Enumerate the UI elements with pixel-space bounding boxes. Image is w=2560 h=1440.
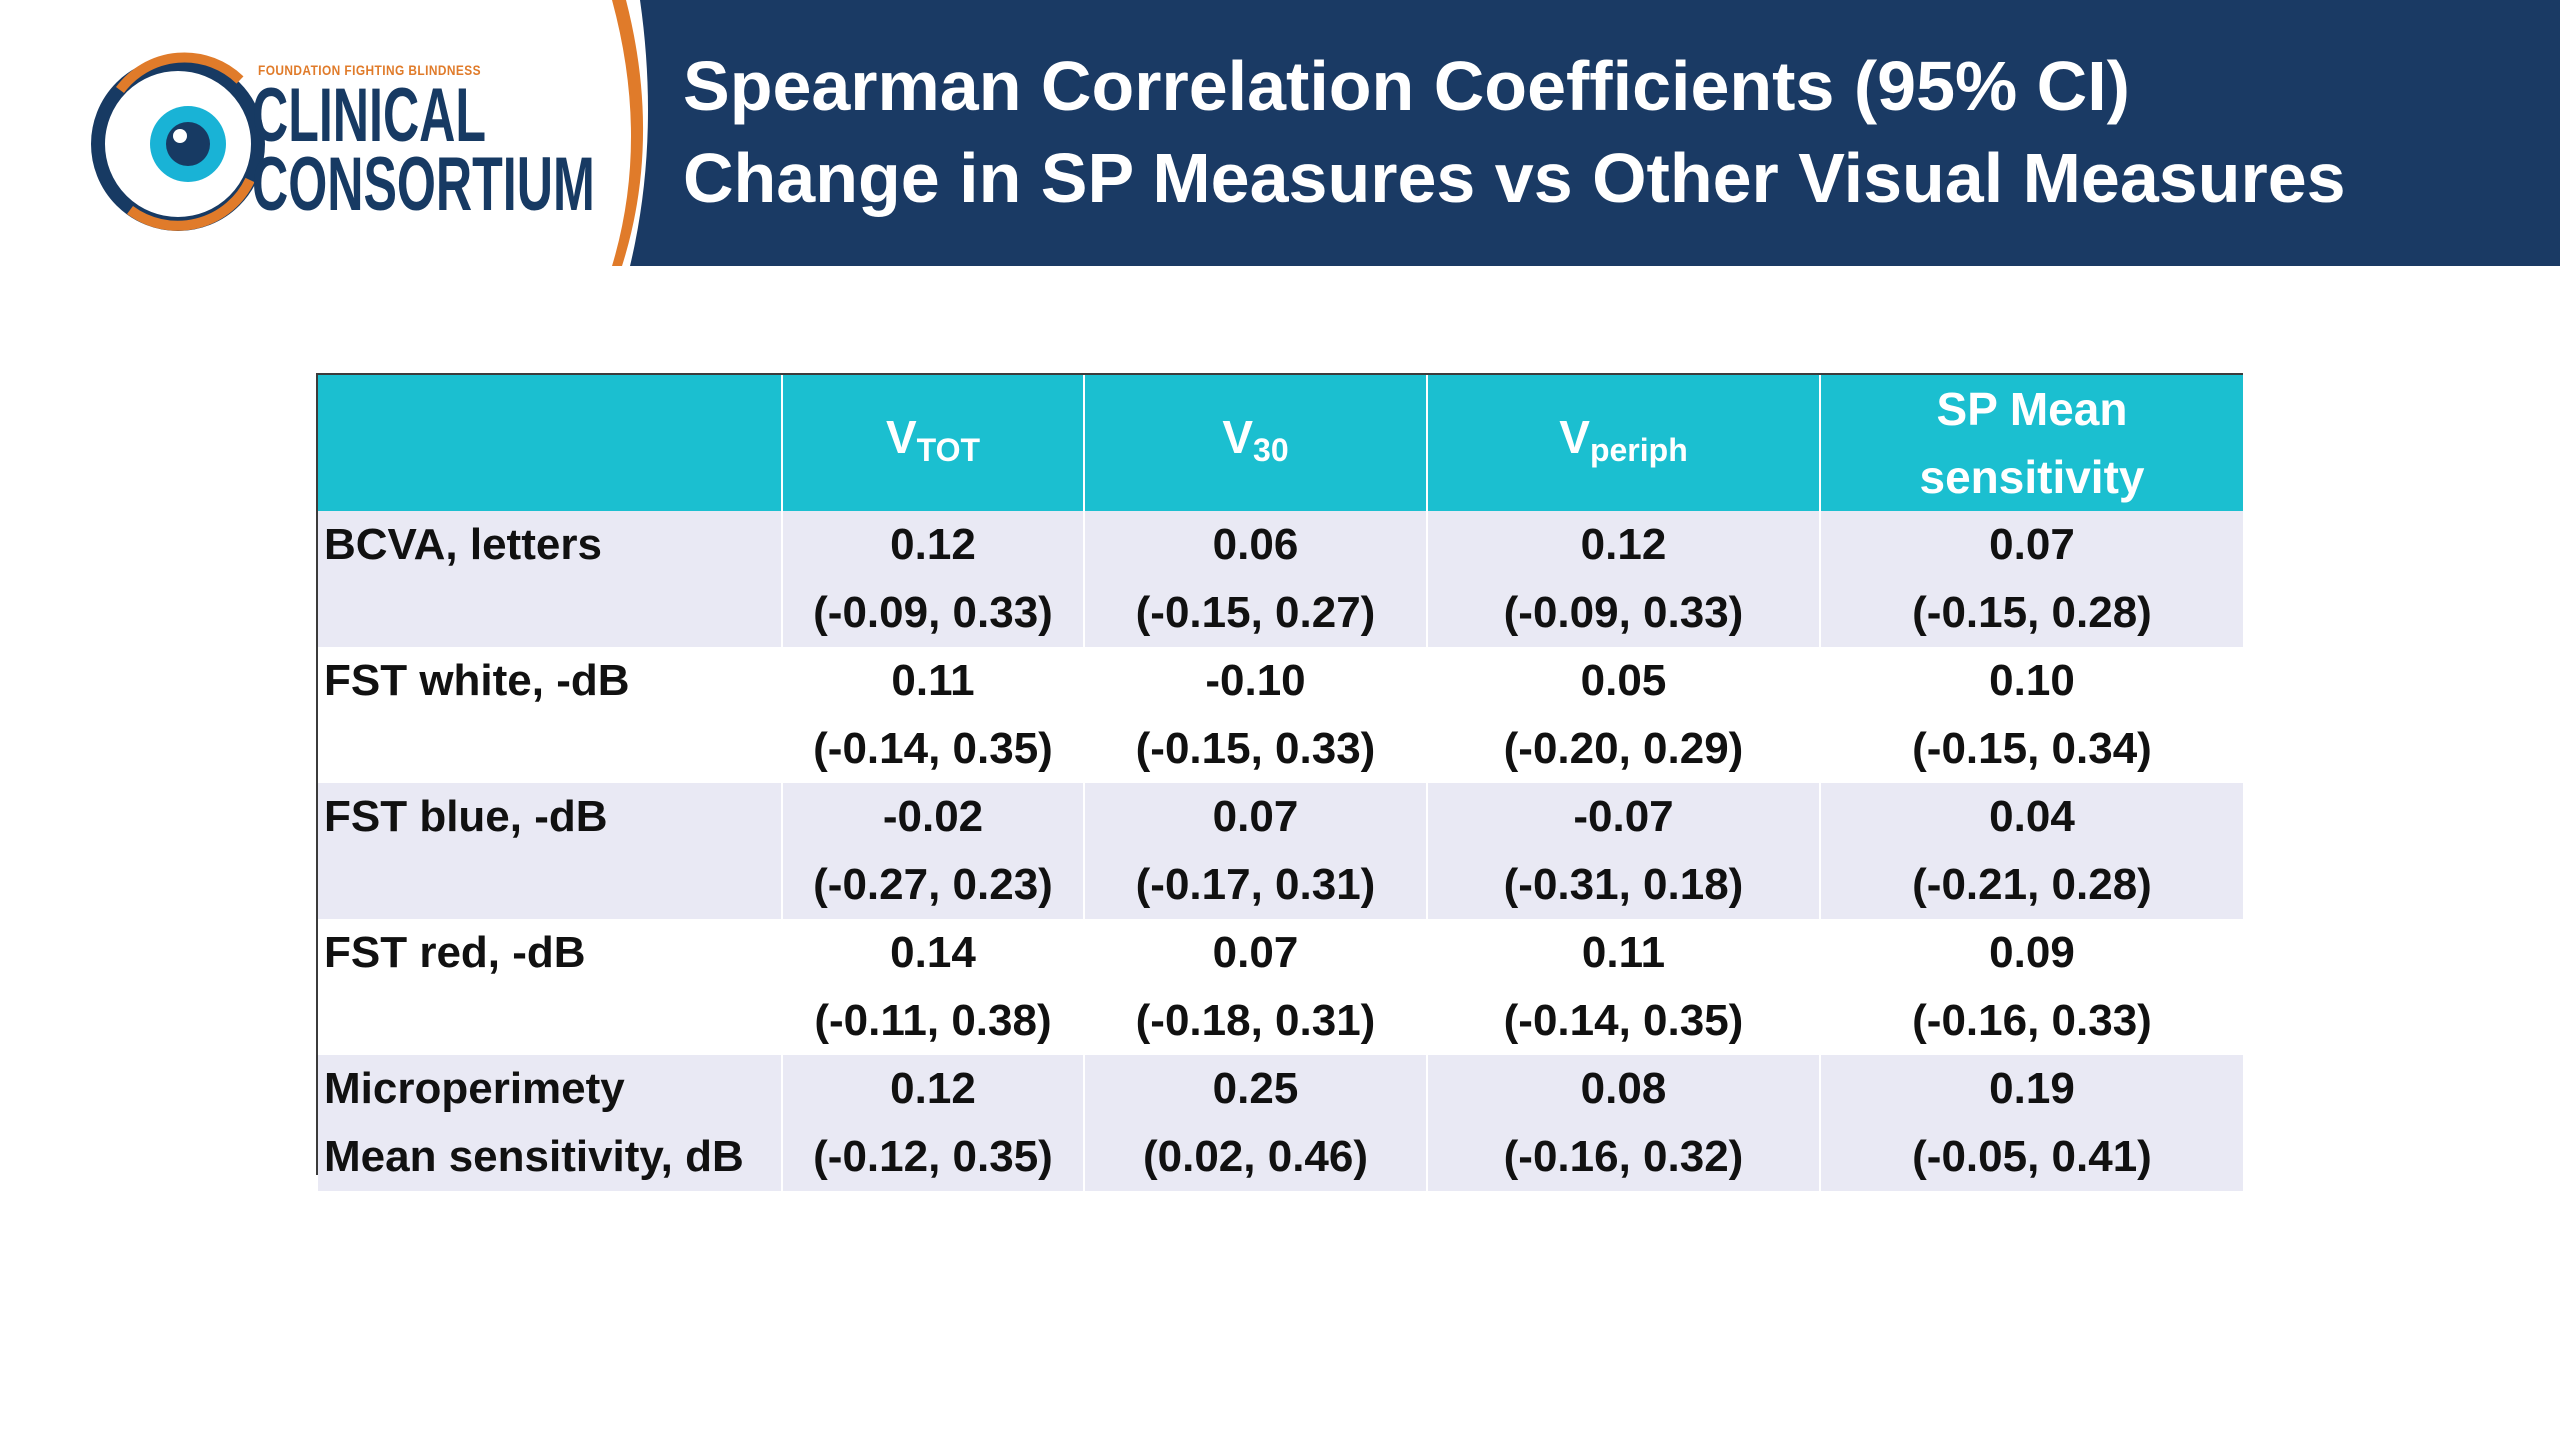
cell-vperiph: 0.11 (-0.14, 0.35) [1426,919,1820,1055]
logo-wordmark-consortium: CONSORTIUM [252,142,595,227]
eye-icon [91,52,265,231]
confidence-interval: (-0.14, 0.35) [813,724,1053,773]
cell-vperiph: 0.12 (-0.09, 0.33) [1426,511,1820,647]
cell-sp-mean-sensitivity: 0.10 (-0.15, 0.34) [1819,647,2243,783]
column-header-v30: V30 [1083,375,1427,511]
coefficient-value: 0.25 [1212,1064,1299,1113]
cell-vperiph: -0.07 (-0.31, 0.18) [1426,783,1820,919]
coefficient-value: 0.04 [1989,792,2075,841]
cell-vperiph: 0.05 (-0.20, 0.29) [1426,647,1820,783]
cell-vtot: 0.11 (-0.14, 0.35) [781,647,1084,783]
row-label-line: BCVA, letters [324,520,602,569]
confidence-interval: (-0.16, 0.33) [1912,996,2152,1045]
table-row: BCVA, letters 0.12 (-0.09, 0.33) 0.06 (-0.1… [318,511,2243,647]
cell-vtot: -0.02 (-0.27, 0.23) [781,783,1084,919]
row-label-line: FST blue, -dB [324,792,608,841]
table-row: Microperimety Mean sensitivity, dB 0.12 (-0… [318,1055,2243,1191]
coefficient-value: 0.11 [891,656,975,705]
coefficient-value: 0.11 [1581,928,1666,977]
clinical-consortium-logo: FOUNDATION FIGHTING BLINDNESS CLINICAL C… [90,50,610,240]
row-label-line: FST white, -dB [324,656,630,705]
row-label: FST blue, -dB [318,783,782,919]
confidence-interval: (-0.15, 0.28) [1912,588,2152,637]
coefficient-value: 0.08 [1580,1064,1667,1113]
header-corner [318,375,782,511]
confidence-interval: (-0.09, 0.33) [813,588,1053,637]
coefficient-value: 0.09 [1989,928,2075,977]
confidence-interval: (-0.16, 0.32) [1503,1132,1744,1181]
coefficient-value: 0.14 [890,928,976,977]
column-header-vperiph: Vperiph [1426,375,1820,511]
correlation-table: VTOT V30 Vperiph SP Mean sensitivity BCV… [316,373,2243,1191]
coefficient-value: 0.19 [1989,1064,2075,1113]
cell-sp-mean-sensitivity: 0.19 (-0.05, 0.41) [1819,1055,2243,1191]
column-header-sp-mean-sensitivity: SP Mean sensitivity [1819,375,2243,511]
slide-title: Spearman Correlation Coefficients (95% C… [683,40,2543,224]
row-label-line: Microperimety [324,1064,625,1113]
coefficient-value: 0.06 [1212,520,1299,569]
logo-wordmark-clinical: CLINICAL [252,73,487,158]
confidence-interval: (-0.15, 0.34) [1912,724,2152,773]
table-row: FST red, -dB 0.14 (-0.11, 0.38) 0.07 (-0.18… [318,919,2243,1055]
confidence-interval: (-0.12, 0.35) [813,1132,1053,1181]
confidence-interval: (-0.11, 0.38) [814,996,1052,1045]
confidence-interval: (-0.14, 0.35) [1503,996,1744,1045]
confidence-interval: (-0.31, 0.18) [1503,860,1744,909]
cell-vtot: 0.14 (-0.11, 0.38) [781,919,1084,1055]
confidence-interval: (-0.20, 0.29) [1503,724,1744,773]
table-row: FST white, -dB 0.11 (-0.14, 0.35) -0.10 (-0… [318,647,2243,783]
cell-vtot: 0.12 (-0.09, 0.33) [781,511,1084,647]
cell-v30: 0.07 (-0.18, 0.31) [1083,919,1427,1055]
cell-sp-mean-sensitivity: 0.07 (-0.15, 0.28) [1819,511,2243,647]
slide-header: FOUNDATION FIGHTING BLINDNESS CLINICAL C… [0,0,2560,266]
cell-v30: 0.06 (-0.15, 0.27) [1083,511,1427,647]
coefficient-value: -0.02 [882,792,984,841]
coefficient-value: 0.07 [1989,520,2075,569]
row-label-line: Mean sensitivity, dB [324,1132,744,1181]
row-label-line [324,987,781,1055]
confidence-interval: (0.02, 0.46) [1142,1132,1369,1181]
header-band [612,0,2560,266]
row-label-line [324,715,781,783]
row-label: FST white, -dB [318,647,782,783]
coefficient-value: 0.12 [890,520,976,569]
column-header-vtot: VTOT [781,375,1084,511]
title-line-2: Change in SP Measures vs Other Visual Me… [683,139,2346,217]
title-line-1: Spearman Correlation Coefficients (95% C… [683,47,2130,125]
confidence-interval: (-0.27, 0.23) [813,860,1053,909]
coefficient-value: 0.12 [1580,520,1667,569]
coefficient-value: 0.07 [1212,928,1299,977]
confidence-interval: (-0.15, 0.27) [1135,588,1376,637]
confidence-interval: (-0.05, 0.41) [1912,1132,2152,1181]
table-row: FST blue, -dB -0.02 (-0.27, 0.23) 0.07 (-0.… [318,783,2243,919]
confidence-interval: (-0.21, 0.28) [1912,860,2152,909]
logo-tagline: FOUNDATION FIGHTING BLINDNESS [258,62,481,78]
table-header-row: VTOT V30 Vperiph SP Mean sensitivity [318,375,2243,511]
row-label-line [324,851,781,919]
row-label: Microperimety Mean sensitivity, dB [318,1055,782,1191]
row-label-line [324,579,781,647]
cell-vtot: 0.12 (-0.12, 0.35) [781,1055,1084,1191]
confidence-interval: (-0.17, 0.31) [1135,860,1376,909]
confidence-interval: (-0.15, 0.33) [1135,724,1376,773]
coefficient-value: -0.10 [1205,656,1306,705]
coefficient-value: 0.05 [1580,656,1667,705]
cell-v30: -0.10 (-0.15, 0.33) [1083,647,1427,783]
cell-v30: 0.07 (-0.17, 0.31) [1083,783,1427,919]
row-label: FST red, -dB [318,919,782,1055]
cell-v30: 0.25 (0.02, 0.46) [1083,1055,1427,1191]
confidence-interval: (-0.09, 0.33) [1503,588,1744,637]
cell-vperiph: 0.08 (-0.16, 0.32) [1426,1055,1820,1191]
cell-sp-mean-sensitivity: 0.09 (-0.16, 0.33) [1819,919,2243,1055]
coefficient-value: 0.10 [1989,656,2075,705]
coefficient-value: 0.12 [890,1064,976,1113]
coefficient-value: 0.07 [1212,792,1299,841]
row-label: BCVA, letters [318,511,782,647]
coefficient-value: -0.07 [1573,792,1674,841]
confidence-interval: (-0.18, 0.31) [1135,996,1376,1045]
cell-sp-mean-sensitivity: 0.04 (-0.21, 0.28) [1819,783,2243,919]
row-label-line: FST red, -dB [324,928,586,977]
